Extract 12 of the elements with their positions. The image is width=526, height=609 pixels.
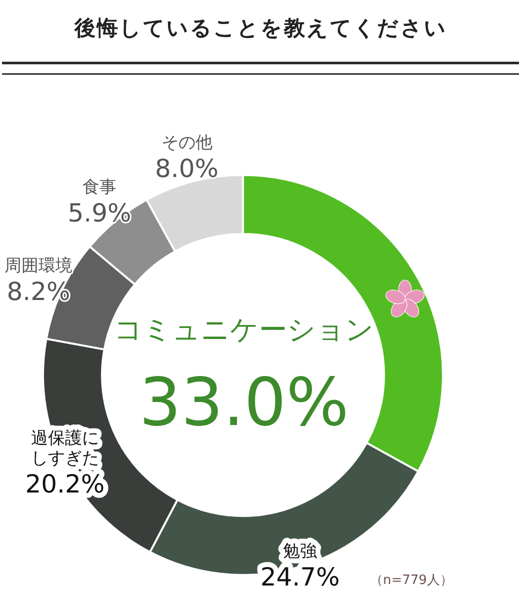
data-label: 8.0% [155, 154, 219, 184]
data-label: 24.7% [260, 562, 340, 592]
slice-label: 勉強 [283, 542, 318, 562]
slice-label: コミュニケーション [114, 313, 374, 346]
slice-label: 周囲環境 [4, 256, 72, 276]
chart-title: 後悔していることを教えてください [74, 16, 448, 40]
note: （n=779人） [370, 573, 453, 588]
slice-label: 食事 [82, 177, 116, 198]
data-label: 5.9% [68, 198, 132, 228]
slice-label: しすぎた [30, 448, 99, 469]
slice-label: その他 [161, 133, 212, 154]
data-label: 33.0% [139, 364, 349, 441]
